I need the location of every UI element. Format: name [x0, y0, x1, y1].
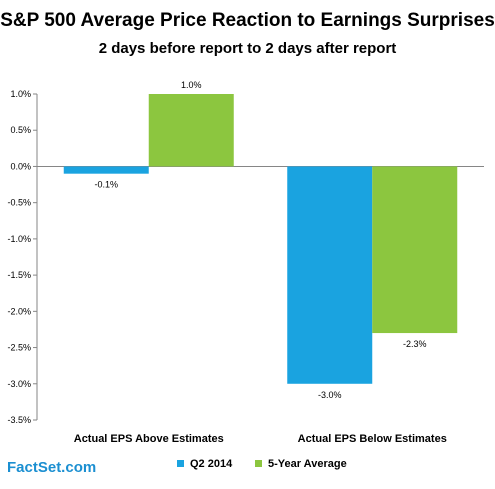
y-tick-label: -2.0%: [7, 306, 31, 316]
y-tick-label: 1.0%: [10, 89, 31, 99]
bar-q2-2014: [63, 166, 149, 174]
y-tick-label: -2.5%: [7, 343, 31, 353]
y-tick-label: 0.0%: [10, 161, 31, 171]
source-brand: FactSet.com: [7, 459, 97, 476]
data-label: 1.0%: [181, 80, 202, 90]
bar-q2-2014: [287, 166, 373, 384]
data-label: -3.0%: [318, 390, 342, 400]
chart-subtitle: 2 days before report to 2 days after rep…: [98, 40, 397, 57]
legend-label: Q2 2014: [190, 458, 233, 470]
y-tick-label: -1.0%: [7, 234, 31, 244]
y-tick-label: -3.0%: [7, 379, 31, 389]
data-label: -0.1%: [94, 180, 118, 190]
bar-5-year-average: [148, 94, 234, 167]
y-tick-label: -0.5%: [7, 198, 31, 208]
y-tick-label: 0.5%: [10, 125, 31, 135]
y-tick-label: -3.5%: [7, 415, 31, 425]
y-tick-label: -1.5%: [7, 270, 31, 280]
data-label: -2.3%: [403, 339, 427, 349]
legend-swatch: [255, 460, 262, 467]
category-label: Actual EPS Below Estimates: [298, 433, 447, 445]
bar-5-year-average: [372, 166, 458, 334]
legend-swatch: [177, 460, 184, 467]
legend-label: 5-Year Average: [268, 458, 347, 470]
chart-title: S&P 500 Average Price Reaction to Earnin…: [0, 10, 495, 31]
category-label: Actual EPS Above Estimates: [74, 433, 224, 445]
